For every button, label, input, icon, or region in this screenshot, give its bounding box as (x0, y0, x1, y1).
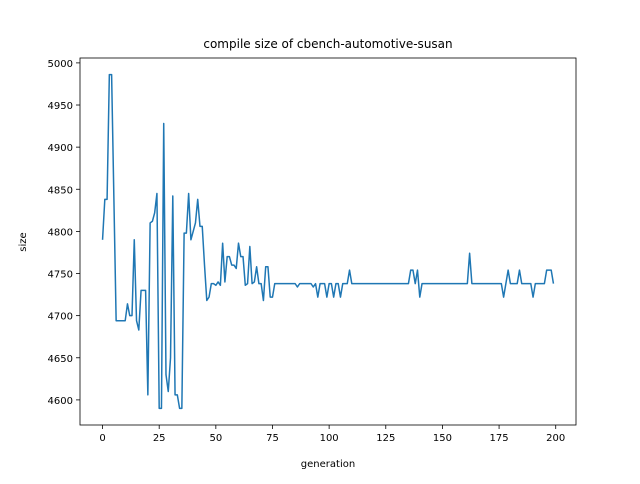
x-tick-label: 50 (209, 433, 222, 444)
y-axis-label: size (18, 232, 29, 251)
x-tick-label: 75 (266, 433, 279, 444)
x-tick-label: 125 (376, 433, 395, 444)
y-tick-label: 4750 (48, 270, 73, 281)
axes-frame (79, 57, 577, 426)
x-tick-label: 200 (546, 433, 565, 444)
y-tick-label: 4900 (48, 143, 73, 154)
y-tick-label: 4700 (48, 312, 73, 323)
chart-title: compile size of cbench-automotive-susan (203, 37, 452, 51)
x-tick-label: 175 (490, 433, 509, 444)
x-tick-label: 0 (99, 433, 105, 444)
y-tick-label: 4650 (48, 354, 73, 365)
data-line (101, 73, 555, 410)
y-tick-label: 4800 (48, 227, 73, 238)
x-tick-label: 100 (320, 433, 339, 444)
y-tick-label: 4950 (48, 101, 73, 112)
y-tick-label: 5000 (48, 59, 73, 70)
x-tick-label: 25 (153, 433, 166, 444)
y-tick-label: 4600 (48, 396, 73, 407)
x-axis-label: generation (301, 459, 355, 470)
x-tick-label: 150 (433, 433, 452, 444)
y-tick-label: 4850 (48, 185, 73, 196)
